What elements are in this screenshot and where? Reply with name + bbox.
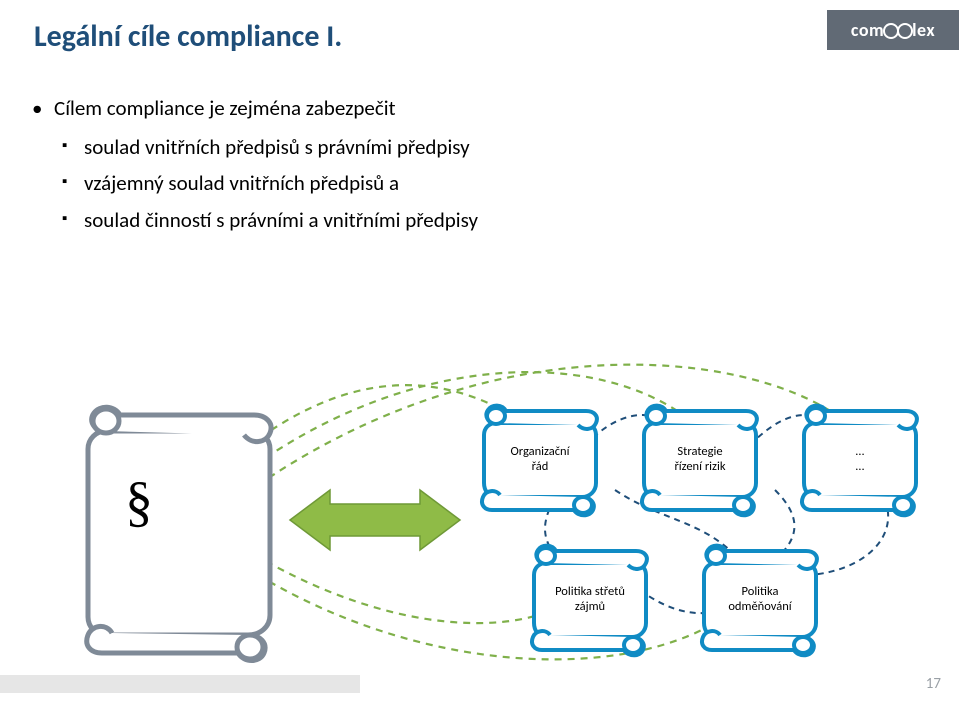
scroll-label-2: Strategie řízení rizik bbox=[640, 444, 760, 474]
logo-ring-2 bbox=[897, 23, 913, 39]
scroll-label-1: Organizační řád bbox=[480, 444, 600, 474]
scroll-label-5: Politika odměňování bbox=[700, 584, 820, 614]
bullet-level2-b: vzájemný soulad vnitřních předpisů a bbox=[40, 167, 478, 200]
bullet-level1: Cílem compliance je zejména zabezpečit bbox=[40, 92, 478, 125]
scroll-label-4: Politika střetů zájmů bbox=[530, 584, 650, 614]
bullet-list: Cílem compliance je zejména zabezpečit s… bbox=[40, 92, 478, 240]
page-number: 17 bbox=[926, 675, 941, 693]
footer-bar bbox=[0, 675, 360, 693]
bullet-level2-c: soulad činností s právními a vnitřními p… bbox=[40, 204, 478, 237]
scroll-label-3: … … bbox=[800, 444, 920, 474]
logo: com lex bbox=[827, 10, 959, 50]
logo-text-right: lex bbox=[912, 19, 935, 41]
bullet-level2-a: soulad vnitřních předpisů s právními pře… bbox=[40, 131, 478, 164]
logo-text-left: com bbox=[851, 19, 884, 41]
paragraph-icon: § bbox=[125, 470, 153, 534]
page-title: Legální cíle compliance I. bbox=[34, 18, 342, 55]
